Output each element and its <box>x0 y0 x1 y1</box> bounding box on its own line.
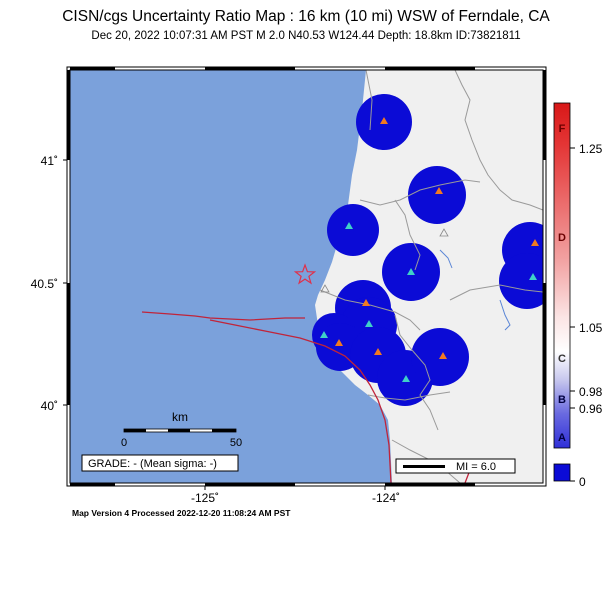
station-triangle <box>531 239 539 246</box>
grade-letter-c: C <box>558 353 566 365</box>
station-triangle <box>439 352 447 359</box>
colorbar-value-0-98: 0.98 <box>579 385 603 399</box>
epicenter-star <box>293 263 317 285</box>
lon-label-124: -124˚ <box>372 491 400 505</box>
event-info: Dec 20, 2022 10:07:31 AM PST M 2.0 N40.5… <box>91 30 521 42</box>
station-triangle <box>402 375 410 382</box>
colorbar-value-0-96: 0.96 <box>579 402 603 416</box>
magnitude-legend: MI = 6.0 <box>395 458 516 474</box>
station-triangle <box>335 339 343 346</box>
scale-min-label: 0 <box>121 437 127 449</box>
station-triangle <box>345 222 353 229</box>
station-triangle <box>362 299 370 306</box>
colorbar-value-1-05: 1.05 <box>579 321 603 335</box>
station-triangle <box>380 117 388 124</box>
grade-text: GRADE: - (Mean sigma: -) <box>88 458 217 470</box>
county-boundaries <box>319 70 543 483</box>
scale-unit: km <box>172 410 188 424</box>
map-title: CISN/cgs Uncertainty Ratio Map : 16 km (… <box>62 8 550 25</box>
scale-max-label: 50 <box>230 437 242 449</box>
grade-box: GRADE: - (Mean sigma: -) <box>81 454 239 472</box>
seismic-stations <box>320 117 539 382</box>
lat-label-40: 40˚ <box>41 399 58 413</box>
station-triangle <box>320 331 328 338</box>
lat-label-41: 41˚ <box>41 154 58 168</box>
scale-bar: km 0 50 <box>121 410 242 449</box>
map-frame <box>63 66 547 490</box>
magnitude-legend-text: MI = 6.0 <box>456 461 496 473</box>
station-triangle <box>320 284 330 293</box>
rivers <box>439 249 511 331</box>
lat-label-40-5: 40.5˚ <box>31 277 58 291</box>
station-triangle <box>374 348 382 355</box>
colorbar-value-1-25: 1.25 <box>579 142 603 156</box>
station-triangle <box>435 187 443 194</box>
grade-letter-f: F <box>559 123 566 135</box>
station-triangle <box>407 268 415 275</box>
station-triangle <box>439 228 449 237</box>
grade-letter-a: A <box>558 432 566 444</box>
lon-label-125: -125˚ <box>191 491 219 505</box>
colorbar-value-0: 0 <box>579 475 586 489</box>
map-version-footer: Map Version 4 Processed 2022-12-20 11:08… <box>72 508 291 518</box>
station-triangle <box>529 273 537 280</box>
uncertainty-zones <box>312 94 543 406</box>
grade-letter-b: B <box>558 394 566 406</box>
station-triangle <box>365 320 373 327</box>
grade-letter-d: D <box>558 232 566 244</box>
colorbar: 1.25 1.05 0.98 0.96 0 F D C B A <box>553 102 603 489</box>
ocean-area <box>70 70 392 483</box>
